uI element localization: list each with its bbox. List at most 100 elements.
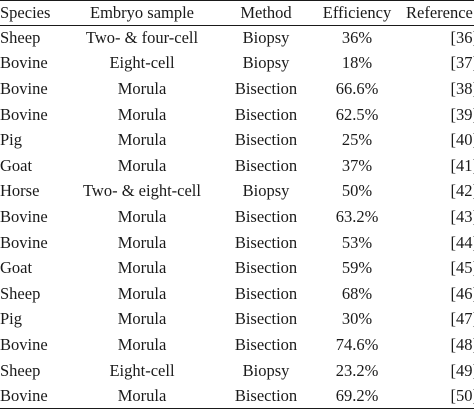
table-row: Goat Morula Bisection 37% [41] [0, 153, 474, 179]
table-row: Bovine Morula Bisection 74.6% [48] [0, 332, 474, 358]
header-efficiency: Efficiency [322, 2, 392, 22]
table-row: Pig Morula Bisection 25% [40] [0, 127, 474, 153]
cell-efficiency: 59% [341, 258, 373, 278]
cell-embryo-sample: Morula [117, 206, 167, 226]
header-row: Species Embryo sample Method Efficiency … [0, 0, 474, 25]
cell-species: Horse [0, 181, 40, 201]
cell-reference: [38] [450, 78, 474, 98]
table-row: Sheep Two- & four-cell Biopsy 36% [36] [0, 25, 474, 51]
table-row: Sheep Eight-cell Biopsy 23.2% [49] [0, 358, 474, 384]
cell-method: Biopsy [242, 53, 290, 73]
cell-embryo-sample: Eight-cell [109, 53, 175, 73]
cell-embryo-sample: Morula [117, 334, 167, 354]
cell-reference: [43] [450, 206, 474, 226]
cell-method: Bisection [234, 232, 298, 252]
cell-embryo-sample: Two- & four-cell [85, 27, 199, 47]
cell-efficiency: 68% [341, 283, 373, 303]
cell-species: Sheep [0, 360, 41, 380]
table-row: Bovine Morula Bisection 66.6% [38] [0, 76, 474, 102]
cell-embryo-sample: Morula [117, 309, 167, 329]
cell-embryo-sample: Morula [117, 104, 167, 124]
cell-method: Bisection [234, 283, 298, 303]
cell-species: Bovine [0, 386, 48, 406]
cell-method: Bisection [234, 309, 298, 329]
cell-species: Goat [0, 258, 33, 278]
table-row: Bovine Morula Bisection 53% [44] [0, 230, 474, 256]
table-body: Sheep Two- & four-cell Biopsy 36% [36] Bovine… [0, 25, 474, 409]
cell-efficiency: 63.2% [335, 206, 379, 226]
cell-method: Bisection [234, 155, 298, 175]
table-row: Horse Two- & eight-cell Biopsy 50% [42] [0, 179, 474, 205]
cell-species: Bovine [0, 104, 48, 124]
cell-method: Bisection [234, 130, 298, 150]
cell-species: Pig [0, 130, 23, 150]
cell-species: Sheep [0, 27, 41, 47]
cell-embryo-sample: Morula [117, 386, 167, 406]
cell-embryo-sample: Morula [117, 258, 167, 278]
cell-efficiency: 25% [341, 130, 373, 150]
cell-method: Biopsy [242, 360, 290, 380]
cell-method: Bisection [234, 334, 298, 354]
cell-method: Bisection [234, 258, 298, 278]
table-row: Bovine Eight-cell Biopsy 18% [37] [0, 51, 474, 77]
cell-embryo-sample: Morula [117, 232, 167, 252]
header-species: Species [0, 2, 51, 22]
cell-method: Bisection [234, 206, 298, 226]
cell-efficiency: 69.2% [335, 386, 379, 406]
table-header: Species Embryo sample Method Efficiency … [0, 0, 474, 25]
cell-efficiency: 62.5% [335, 104, 379, 124]
cell-embryo-sample: Two- & eight-cell [83, 181, 201, 201]
cell-reference: [40] [450, 130, 474, 150]
cell-embryo-sample: Morula [117, 78, 167, 98]
table-row: Sheep Morula Bisection 68% [46] [0, 281, 474, 307]
cell-species: Goat [0, 155, 33, 175]
cell-method: Bisection [234, 78, 298, 98]
cell-efficiency: 18% [341, 53, 373, 73]
header-method: Method [240, 2, 292, 22]
cell-reference: [45] [450, 258, 474, 278]
cell-reference: [39] [450, 104, 474, 124]
cell-method: Bisection [234, 104, 298, 124]
cell-reference: [46] [450, 283, 474, 303]
cell-efficiency: 36% [341, 27, 373, 47]
cell-embryo-sample: Morula [117, 130, 167, 150]
cell-method: Bisection [234, 386, 298, 406]
cell-efficiency: 53% [341, 232, 373, 252]
table-top-rule [0, 0, 474, 1]
cell-reference: [37] [450, 53, 474, 73]
cell-efficiency: 30% [341, 309, 373, 329]
cell-species: Sheep [0, 283, 41, 303]
cell-efficiency: 66.6% [335, 78, 379, 98]
header-embryo-sample: Embryo sample [89, 2, 195, 22]
cell-species: Bovine [0, 78, 48, 98]
cell-species: Bovine [0, 206, 48, 226]
cell-reference: [42] [450, 181, 474, 201]
cell-reference: [47] [450, 309, 474, 329]
cell-reference: [48] [450, 334, 474, 354]
table-header-rule [0, 25, 474, 26]
cell-reference: [49] [450, 360, 474, 380]
table-row: Bovine Morula Bisection 69.2% [50] [0, 383, 474, 409]
cell-species: Bovine [0, 53, 48, 73]
cell-embryo-sample: Eight-cell [109, 360, 175, 380]
cell-embryo-sample: Morula [117, 155, 167, 175]
cell-reference: [41] [450, 155, 474, 175]
cell-reference: [50] [450, 386, 474, 406]
cell-efficiency: 50% [341, 181, 373, 201]
cell-species: Bovine [0, 334, 48, 354]
table-row: Bovine Morula Bisection 62.5% [39] [0, 102, 474, 128]
cell-embryo-sample: Morula [117, 283, 167, 303]
cell-species: Bovine [0, 232, 48, 252]
cell-method: Biopsy [242, 27, 290, 47]
cell-method: Biopsy [242, 181, 290, 201]
table-row: Goat Morula Bisection 59% [45] [0, 255, 474, 281]
table-row: Pig Morula Bisection 30% [47] [0, 307, 474, 333]
cell-efficiency: 74.6% [335, 334, 379, 354]
cell-efficiency: 37% [341, 155, 373, 175]
cell-reference: [44] [450, 232, 474, 252]
cell-reference: [36] [450, 27, 474, 47]
cell-efficiency: 23.2% [335, 360, 379, 380]
table-row: Bovine Morula Bisection 63.2% [43] [0, 204, 474, 230]
